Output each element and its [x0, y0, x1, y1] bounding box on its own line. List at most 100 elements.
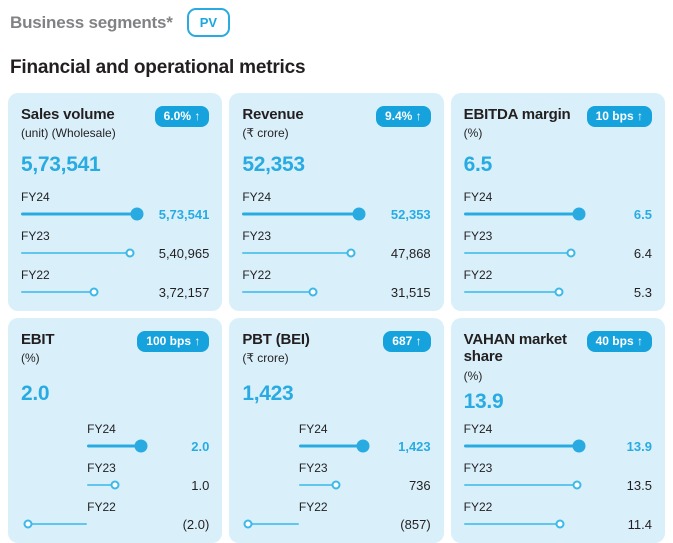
change-badge: 9.4% ↑ [375, 106, 431, 128]
headline-value: 13.9 [463, 390, 504, 414]
metric-row-fy23: FY23 6.4 [463, 229, 652, 261]
lollipop-track [242, 285, 362, 299]
lollipop-track [21, 246, 141, 260]
metric-value: (2.0) [182, 516, 210, 532]
fiscal-year-label: FY22 [21, 268, 50, 282]
metric-row-fy22: FY22 (857) [242, 500, 431, 532]
lollipop-line [21, 212, 137, 216]
lollipop-line [298, 484, 337, 486]
segment-pv-button[interactable]: PV [186, 8, 231, 37]
metric-row-fy24: FY24 1,423 [242, 422, 431, 454]
lollipop-plot: FY23 [242, 461, 362, 492]
metric-row-fy22: FY22 3,72,157 [21, 268, 209, 300]
metric-row-fy22: FY22 5.3 [463, 268, 652, 300]
change-badge: 40 bps ↑ [586, 331, 652, 353]
fiscal-year-label: FY22 [463, 500, 493, 514]
lollipop-track [242, 478, 362, 492]
card-pbt-bei: PBT (BEI) (₹ crore) 687 ↑ 1,423 FY24 1,4… [229, 318, 444, 543]
lollipop-marker [134, 439, 148, 453]
card-titles: Revenue (₹ crore) [242, 106, 303, 140]
lollipop-marker [572, 439, 586, 453]
lollipop-line [87, 444, 142, 448]
lollipop-marker [130, 207, 143, 221]
card-subtitle: (%) [21, 351, 40, 366]
metric-row-fy24: FY24 6.5 [463, 190, 652, 222]
card-subtitle: (unit) (Wholesale) [21, 126, 116, 141]
card-subtitle: (%) [463, 368, 483, 383]
lollipop-line [242, 252, 351, 254]
lollipop-marker [566, 248, 576, 258]
card-subtitle: (₹ crore) [242, 351, 289, 366]
fiscal-year-label: FY22 [463, 268, 493, 282]
metric-row-fy24: FY24 13.9 [463, 422, 652, 454]
lollipop-line [242, 291, 314, 293]
lollipop-plot: FY22 [21, 500, 141, 531]
metric-value: 5,73,541 [158, 206, 210, 222]
lollipop-line [28, 523, 88, 525]
lollipop-marker [110, 480, 120, 490]
metrics-grid: Sales volume (unit) (Wholesale) 6.0% ↑ 5… [8, 93, 665, 543]
lollipop-line [463, 291, 559, 293]
lollipop-track [21, 207, 143, 221]
change-badge: 100 bps ↑ [137, 331, 210, 353]
lollipop-plot: FY23 [21, 229, 141, 260]
metric-value: (857) [400, 516, 431, 532]
metric-row-fy22: FY22 11.4 [463, 500, 652, 532]
lollipop-rows: FY24 5,73,541 FY23 [21, 190, 209, 301]
metric-row-fy23: FY23 5,40,965 [21, 229, 209, 261]
lollipop-plot: FY24 [463, 190, 586, 221]
metric-row-fy22: FY22 31,515 [242, 268, 431, 300]
metric-value: 47,868 [390, 245, 431, 261]
card-header: PBT (BEI) (₹ crore) 687 ↑ [242, 331, 431, 366]
card-sales-volume: Sales volume (unit) (Wholesale) 6.0% ↑ 5… [8, 93, 223, 311]
card-titles: VAHAN market share (%) [464, 331, 579, 383]
headline-value: 5,73,541 [21, 153, 101, 177]
lollipop-marker [356, 439, 370, 453]
lollipop-marker [331, 480, 341, 490]
metric-row-fy23: FY23 1.0 [21, 461, 210, 493]
card-title: EBITDA margin [463, 106, 571, 123]
metric-row-fy24: FY24 5,73,541 [21, 190, 210, 222]
metric-value: 6.5 [633, 206, 652, 222]
lollipop-track [21, 517, 141, 531]
lollipop-plot: FY24 [242, 190, 366, 221]
card-title: EBIT [21, 331, 55, 348]
card-titles: EBITDA margin (%) [464, 106, 571, 140]
lollipop-marker [23, 519, 33, 529]
card-header: Revenue (₹ crore) 9.4% ↑ [242, 106, 431, 140]
page-title: Financial and operational metrics [10, 57, 306, 78]
lollipop-marker [125, 248, 135, 258]
lollipop-marker [352, 207, 366, 221]
lollipop-plot: FY23 [21, 461, 141, 492]
lollipop-plot: FY23 [242, 229, 362, 260]
card-title: Revenue [242, 106, 304, 123]
lollipop-plot: FY24 [242, 422, 370, 453]
headline-value: 6.5 [463, 153, 493, 177]
card-titles: PBT (BEI) (₹ crore) [242, 331, 310, 366]
fiscal-year-label: FY24 [242, 190, 272, 204]
lollipop-line [87, 484, 115, 486]
lollipop-marker [572, 207, 586, 221]
lollipop-plot: FY23 [463, 461, 584, 492]
top-header: Business segments* PV [0, 0, 673, 37]
metric-value: 31,515 [390, 284, 431, 300]
lollipop-plot: FY24 [21, 190, 143, 221]
card-subtitle: (%) [463, 126, 483, 141]
lollipop-plot: FY23 [463, 229, 584, 260]
metric-row-fy23: FY23 736 [242, 461, 431, 493]
card-revenue: Revenue (₹ crore) 9.4% ↑ 52,353 FY24 52,… [229, 93, 444, 311]
lollipop-plot: FY22 [21, 268, 141, 299]
fiscal-year-label: FY22 [242, 268, 272, 282]
lollipop-line [248, 523, 299, 525]
card-title: PBT (BEI) [242, 331, 310, 348]
lollipop-rows: FY24 6.5 FY23 [463, 190, 652, 301]
card-title: VAHAN market share [463, 331, 567, 366]
lollipop-plot: FY24 [21, 422, 148, 453]
lollipop-track [463, 246, 584, 260]
fiscal-year-label: FY22 [87, 500, 116, 514]
lollipop-line [463, 444, 580, 448]
lollipop-line [463, 212, 580, 216]
metric-value: 1.0 [191, 477, 210, 493]
headline-value: 2.0 [21, 381, 50, 405]
